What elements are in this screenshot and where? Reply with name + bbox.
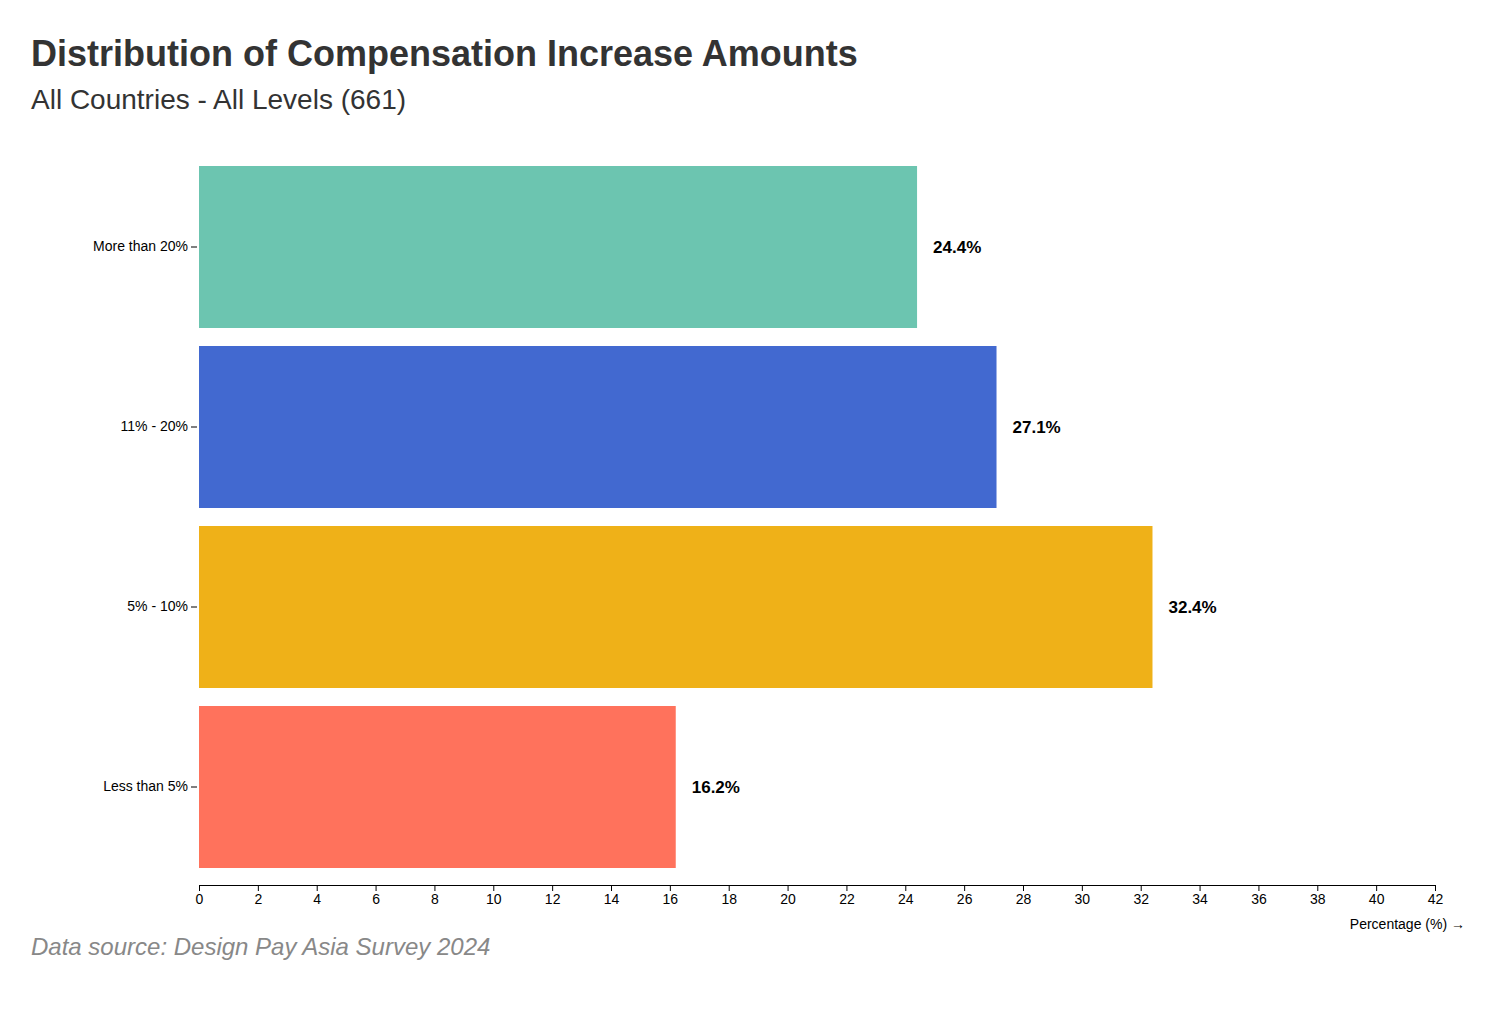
x-tick: 28 bbox=[1016, 885, 1032, 907]
x-tick: 10 bbox=[486, 885, 502, 907]
x-tick: 6 bbox=[372, 885, 380, 907]
title: Distribution of Compensation Increase Am… bbox=[31, 33, 858, 74]
x-tick-label: 36 bbox=[1251, 891, 1267, 907]
y-tick-label: 11% - 20% bbox=[121, 418, 188, 434]
x-tick-label: 0 bbox=[196, 891, 204, 907]
y-tick-mark bbox=[191, 607, 197, 608]
x-tick-label: 16 bbox=[663, 891, 679, 907]
y-tick-mark bbox=[191, 427, 197, 428]
x-tick-label: 24 bbox=[898, 891, 914, 907]
bar bbox=[199, 526, 1152, 688]
x-tick-label: 28 bbox=[1016, 891, 1032, 907]
x-tick: 12 bbox=[545, 885, 561, 907]
y-tick-mark bbox=[191, 787, 197, 788]
bar bbox=[199, 346, 997, 508]
x-tick-label: 34 bbox=[1192, 891, 1208, 907]
data-label: 24.4% bbox=[933, 238, 981, 257]
x-tick: 18 bbox=[721, 885, 737, 907]
y-tick-label: 5% - 10% bbox=[127, 598, 188, 614]
x-tick: 0 bbox=[196, 885, 204, 907]
x-tick: 24 bbox=[898, 885, 914, 907]
chart: Distribution of Compensation Increase Am… bbox=[0, 0, 1500, 1022]
y-tick-label: Less than 5% bbox=[103, 778, 188, 794]
x-tick: 4 bbox=[313, 885, 321, 907]
x-tick: 14 bbox=[604, 885, 620, 907]
x-tick: 36 bbox=[1251, 885, 1267, 907]
x-tick-label: 10 bbox=[486, 891, 502, 907]
data-label: 16.2% bbox=[692, 778, 740, 797]
x-tick: 22 bbox=[839, 885, 855, 907]
x-tick-label: 42 bbox=[1428, 891, 1444, 907]
x-tick-label: 18 bbox=[721, 891, 737, 907]
y-tick: 5% - 10% bbox=[127, 598, 197, 614]
x-tick: 38 bbox=[1310, 885, 1326, 907]
x-tick: 2 bbox=[254, 885, 262, 907]
y-tick-mark bbox=[191, 247, 197, 248]
x-tick: 20 bbox=[780, 885, 796, 907]
y-axis: More than 20% 11% - 20% 5% - 10% Less than … bbox=[93, 238, 197, 794]
x-tick-label: 30 bbox=[1075, 891, 1091, 907]
x-tick-label: 26 bbox=[957, 891, 973, 907]
x-tick-label: 2 bbox=[254, 891, 262, 907]
x-tick-label: 6 bbox=[372, 891, 380, 907]
x-tick: 32 bbox=[1133, 885, 1149, 907]
x-tick-label: 8 bbox=[431, 891, 439, 907]
x-tick-label: 12 bbox=[545, 891, 561, 907]
x-tick-label: 38 bbox=[1310, 891, 1326, 907]
x-tick-label: 32 bbox=[1133, 891, 1149, 907]
y-tick: More than 20% bbox=[93, 238, 197, 254]
x-tick: 30 bbox=[1075, 885, 1091, 907]
x-tick-label: 40 bbox=[1369, 891, 1385, 907]
x-tick: 16 bbox=[663, 885, 679, 907]
data-label: 32.4% bbox=[1168, 598, 1216, 617]
y-tick-label: More than 20% bbox=[93, 238, 188, 254]
x-tick: 8 bbox=[431, 885, 439, 907]
y-tick: Less than 5% bbox=[103, 778, 197, 794]
subtitle: All Countries - All Levels (661) bbox=[31, 84, 406, 115]
x-axis: 024681012141618202224262830323436384042 bbox=[196, 885, 1444, 907]
x-axis-line bbox=[200, 885, 1436, 886]
x-tick: 40 bbox=[1369, 885, 1385, 907]
x-tick: 26 bbox=[957, 885, 973, 907]
x-tick-label: 14 bbox=[604, 891, 620, 907]
data-label: 27.1% bbox=[1013, 418, 1061, 437]
source: Data source: Design Pay Asia Survey 2024 bbox=[31, 933, 490, 960]
bar bbox=[199, 706, 676, 868]
y-tick: 11% - 20% bbox=[121, 418, 197, 434]
x-axis-title: Percentage (%) → bbox=[1350, 916, 1465, 932]
data-labels: 24.4% 27.1% 32.4% 16.2% bbox=[692, 238, 1217, 797]
bar bbox=[199, 166, 917, 328]
x-tick: 42 bbox=[1428, 885, 1444, 907]
x-tick: 34 bbox=[1192, 885, 1208, 907]
x-tick-label: 22 bbox=[839, 891, 855, 907]
bars bbox=[199, 166, 1152, 868]
x-tick-label: 20 bbox=[780, 891, 796, 907]
x-tick-label: 4 bbox=[313, 891, 321, 907]
